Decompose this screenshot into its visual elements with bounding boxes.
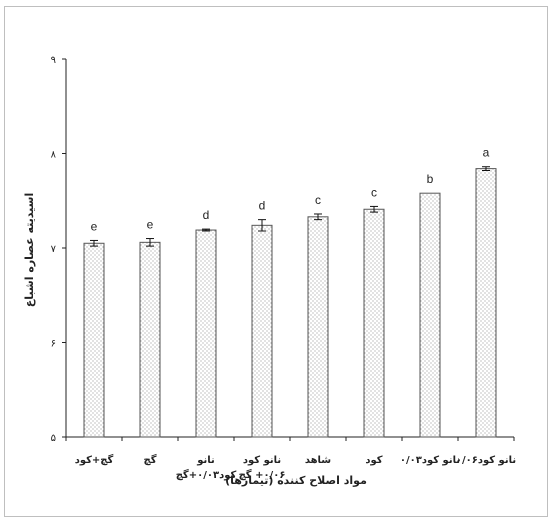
x-tick-label: نانو [196,455,215,466]
y-tick-label: ۶ [51,339,56,350]
significance-letter: b [427,172,434,186]
bar [139,241,161,438]
y-tick-label: ۹ [51,55,56,66]
x-tick-label: شاهد [305,455,331,466]
significance-letter: e [91,219,98,233]
x-tick-label: نانو کود۰/۰۳ [400,455,460,466]
significance-letter: a [483,146,490,160]
bar [83,242,105,438]
bar [475,168,497,438]
significance-letter: c [371,185,377,199]
y-tick-label: ۷ [51,244,57,255]
significance-letter: c [315,193,321,207]
significance-letter: e [147,218,154,232]
bar [419,192,441,438]
x-tick-label: نانو کود [243,455,281,466]
x-tick-label: ۰/۰۶+ گچ [239,468,286,481]
bar [251,224,273,438]
significance-letter: d [203,208,210,222]
x-tick-label: گچ+کود [75,453,114,466]
significance-letter: d [259,199,266,213]
x-tick-label: کود۰/۰۳+گچ [176,468,237,481]
bar [195,229,217,438]
x-axis-title: مواد اصلاح کننده (تیمارها) [225,474,367,487]
bar [307,216,329,438]
y-tick-label: ۵ [51,433,56,444]
x-tick-label: گچ [143,453,156,466]
y-axis-title: اسیدیته عصاره اشباع [23,193,36,307]
x-tick-label: نانو کود۰/۰۶ [456,455,516,466]
bar [363,208,385,438]
x-tick-label: کود [365,455,382,466]
y-tick-label: ۸ [51,150,57,161]
